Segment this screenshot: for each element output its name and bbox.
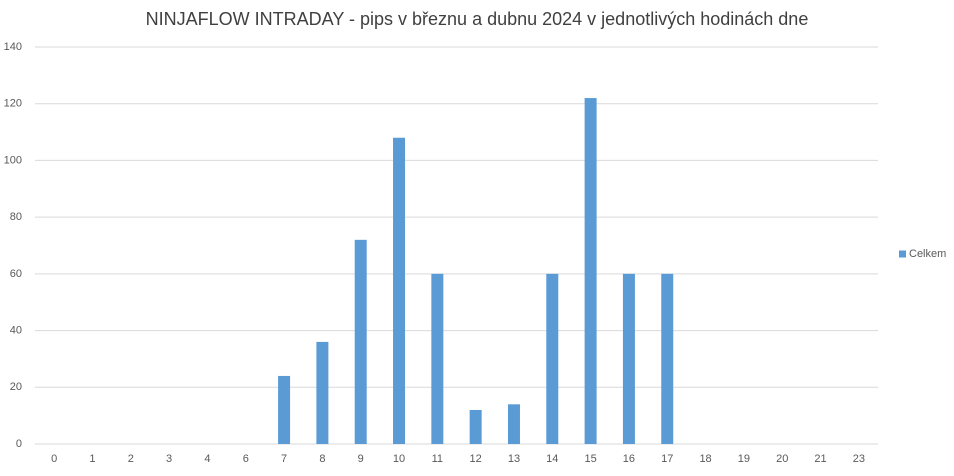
x-tick-label: 16 (623, 453, 635, 465)
x-tick-label: 8 (319, 453, 325, 465)
x-tick-label: 2 (128, 453, 134, 465)
x-tick-label: 13 (508, 453, 520, 465)
x-tick-label: 3 (166, 453, 172, 465)
y-tick-label: 40 (10, 324, 22, 336)
x-tick-label: 17 (661, 453, 673, 465)
y-tick-label: 120 (4, 98, 22, 110)
bar (622, 273, 635, 444)
y-tick-label: 80 (10, 211, 22, 223)
legend-label: Celkem (909, 248, 946, 260)
bar (661, 273, 674, 444)
bar (469, 409, 482, 444)
x-tick-label: 0 (51, 453, 57, 465)
x-tick-label: 1 (89, 453, 95, 465)
x-tick-label: 6 (243, 453, 249, 465)
y-tick-label: 0 (16, 438, 22, 450)
x-tick-label: 18 (699, 453, 711, 465)
x-tick-label: 23 (853, 453, 865, 465)
legend-swatch (899, 250, 906, 258)
y-tick-label: 100 (4, 154, 22, 166)
x-tick-label: 20 (776, 453, 788, 465)
y-tick-label: 60 (10, 268, 22, 280)
x-tick-label: 4 (204, 453, 210, 465)
bar (507, 404, 520, 444)
x-tick-label: 10 (393, 453, 405, 465)
bar (278, 375, 291, 444)
x-tick-label: 19 (738, 453, 750, 465)
bar (393, 137, 406, 444)
y-tick-label: 140 (4, 41, 22, 53)
x-tick-label: 14 (546, 453, 558, 465)
chart-title: NINJAFLOW INTRADAY - pips v březnu a dub… (146, 9, 809, 29)
x-tick-label: 11 (432, 453, 443, 465)
x-tick-label: 15 (584, 453, 596, 465)
bar (584, 98, 597, 445)
bar (431, 273, 444, 444)
x-tick-label: 9 (358, 453, 364, 465)
y-tick-label: 20 (10, 381, 22, 393)
x-tick-label: 12 (470, 453, 482, 465)
x-tick-label: 21 (814, 453, 826, 465)
bar (546, 273, 559, 444)
x-tick-label: 7 (281, 453, 287, 465)
bar (316, 341, 329, 444)
bar (354, 239, 367, 444)
